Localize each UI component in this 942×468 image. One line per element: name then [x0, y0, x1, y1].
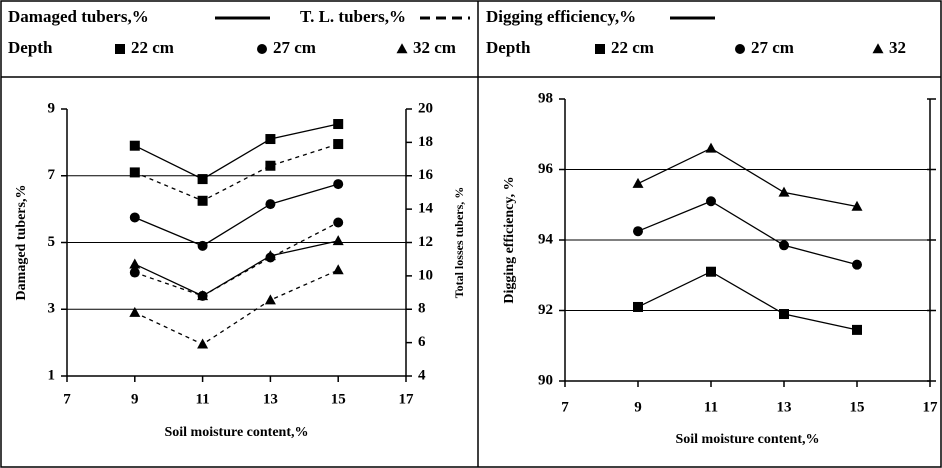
x-tick-label: 17: [399, 391, 415, 407]
marker-square: [197, 195, 208, 206]
legend-depth: 27 cm: [751, 38, 794, 57]
x-tick-label: 7: [63, 391, 71, 407]
series-line: [134, 269, 339, 346]
y-tick-label: 7: [48, 167, 56, 183]
series-line: [637, 147, 858, 208]
y2-tick-label: 12: [418, 234, 433, 250]
marker-circle: [265, 199, 276, 210]
marker-triangle: [851, 200, 863, 211]
y2-tick-label: 14: [418, 201, 434, 217]
y2-tick-label: 18: [418, 134, 433, 150]
y2-tick-label: 20: [418, 100, 433, 116]
legend-label: T. L. tubers,%: [300, 7, 406, 26]
marker-square: [333, 139, 344, 150]
marker-triangle: [129, 306, 141, 317]
series-line: [637, 270, 858, 331]
y2-tick-label: 4: [418, 367, 426, 383]
marker-square: [129, 140, 140, 151]
y-axis-label: Damaged tubers,%: [14, 185, 29, 301]
x-tick-label: 11: [196, 391, 210, 407]
marker-circle: [129, 212, 140, 223]
y-tick-label: 98: [538, 90, 553, 106]
marker-circle: [197, 240, 208, 251]
x-axis-label: Soil moisture content,%: [675, 432, 819, 447]
y-tick-label: 9: [48, 100, 56, 116]
y-tick-label: 1: [48, 367, 56, 383]
marker-circle: [265, 252, 276, 263]
y-tick-label: 3: [48, 301, 56, 317]
x-tick-label: 7: [561, 399, 569, 415]
y2-axis-label: Total losses tubers, %: [452, 187, 466, 299]
legend-depth: 22 cm: [611, 38, 654, 57]
y-tick-label: 92: [538, 302, 553, 318]
legend-depth: 32: [889, 38, 906, 57]
y2-tick-label: 6: [418, 334, 426, 350]
y-tick-label: 96: [538, 161, 554, 177]
x-tick-label: 15: [331, 391, 346, 407]
marker-circle: [129, 267, 140, 278]
marker-square: [115, 44, 125, 54]
y-tick-label: 5: [48, 234, 56, 250]
x-tick-label: 15: [850, 399, 865, 415]
y-tick-label: 94: [538, 231, 554, 247]
x-tick-label: 9: [131, 391, 139, 407]
marker-triangle: [332, 264, 344, 275]
legend-label: Damaged tubers,%: [8, 7, 149, 26]
marker-square: [852, 324, 862, 335]
marker-square: [265, 160, 276, 171]
marker-triangle: [872, 43, 884, 54]
marker-triangle: [632, 177, 644, 188]
marker-circle: [197, 290, 208, 301]
y2-tick-label: 8: [418, 301, 426, 317]
y2-tick-label: 16: [418, 167, 434, 183]
marker-triangle: [129, 258, 141, 269]
marker-square: [333, 119, 344, 130]
marker-triangle: [705, 142, 717, 153]
marker-square: [633, 301, 643, 312]
legend-depth: 27 cm: [273, 38, 316, 57]
series-line: [134, 221, 339, 297]
series-line: [134, 143, 339, 202]
marker-circle: [633, 226, 643, 237]
marker-circle: [779, 240, 789, 251]
marker-circle: [257, 44, 267, 54]
marker-circle: [735, 44, 745, 54]
marker-square: [706, 266, 716, 277]
x-tick-label: 13: [263, 391, 278, 407]
series-line: [134, 183, 339, 247]
marker-square: [779, 309, 789, 320]
x-tick-label: 9: [634, 399, 642, 415]
legend-depth-label: Depth: [8, 38, 53, 57]
marker-square: [129, 167, 140, 178]
y-axis-label: Digging efficiency, %: [502, 176, 517, 303]
series-line: [637, 200, 858, 266]
series-line: [134, 123, 339, 180]
marker-triangle: [197, 338, 209, 349]
legend-depth: 22 cm: [131, 38, 174, 57]
marker-square: [595, 44, 605, 54]
x-tick-label: 13: [777, 399, 792, 415]
legend-depth-label: Depth: [486, 38, 531, 57]
marker-triangle: [778, 186, 790, 197]
marker-square: [265, 134, 276, 145]
y-tick-label: 90: [538, 372, 553, 388]
series-line: [134, 240, 339, 297]
legend-depth: 32 cm: [413, 38, 456, 57]
marker-circle: [706, 196, 716, 207]
legend-label: Digging efficiency,%: [486, 7, 636, 26]
marker-triangle: [264, 294, 276, 305]
y2-tick-label: 10: [418, 267, 433, 283]
marker-square: [197, 174, 208, 185]
marker-circle: [333, 217, 344, 228]
marker-circle: [852, 259, 862, 270]
x-tick-label: 11: [704, 399, 718, 415]
marker-circle: [333, 179, 344, 190]
x-tick-label: 17: [923, 399, 939, 415]
marker-triangle: [332, 235, 344, 246]
x-axis-label: Soil moisture content,%: [164, 425, 308, 440]
marker-triangle: [396, 43, 408, 54]
